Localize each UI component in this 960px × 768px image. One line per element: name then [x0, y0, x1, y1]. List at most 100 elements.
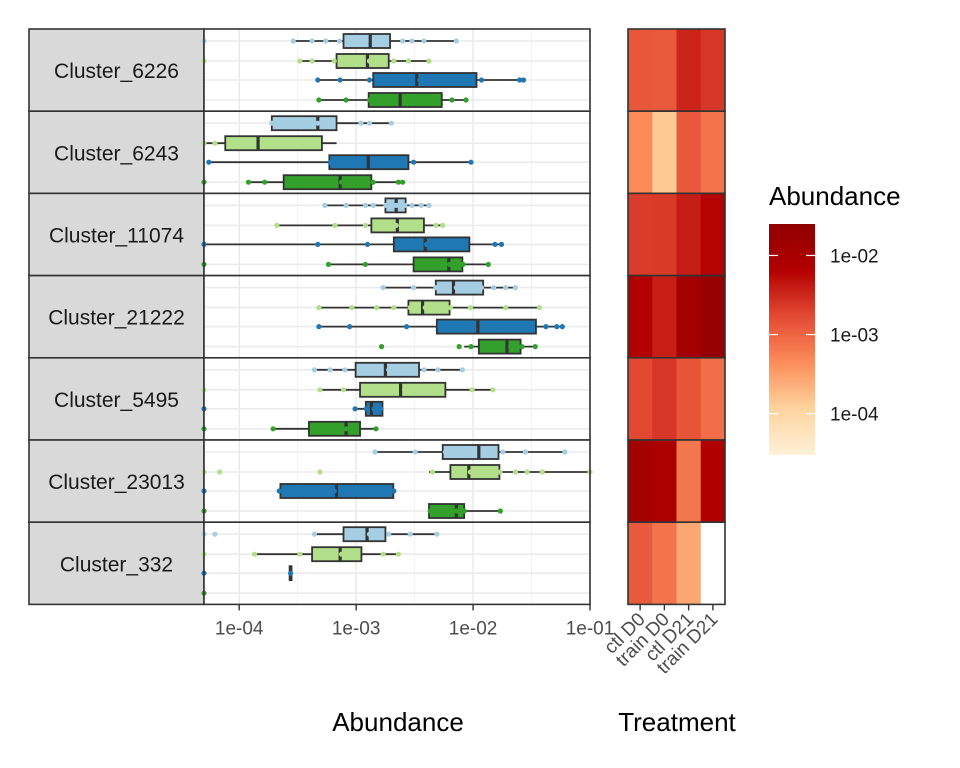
- data-point[interactable]: [407, 531, 413, 537]
- data-point[interactable]: [468, 159, 474, 165]
- data-point[interactable]: [362, 261, 368, 267]
- data-point[interactable]: [440, 222, 446, 228]
- data-point[interactable]: [405, 367, 412, 373]
- data-point[interactable]: [325, 261, 332, 267]
- data-point[interactable]: [434, 531, 440, 537]
- data-point[interactable]: [478, 285, 485, 291]
- data-point[interactable]: [315, 241, 321, 247]
- data-point[interactable]: [437, 324, 443, 330]
- data-point[interactable]: [362, 222, 368, 228]
- data-point[interactable]: [405, 77, 412, 83]
- heatmap-cell[interactable]: [676, 193, 702, 276]
- data-point[interactable]: [503, 305, 509, 311]
- data-point[interactable]: [477, 469, 483, 475]
- data-point[interactable]: [457, 77, 463, 83]
- box-iqr[interactable]: [335, 53, 390, 69]
- data-point[interactable]: [332, 222, 338, 228]
- data-point[interactable]: [410, 159, 417, 165]
- data-point[interactable]: [457, 449, 464, 455]
- data-point[interactable]: [342, 367, 348, 373]
- data-point[interactable]: [362, 38, 368, 44]
- data-point[interactable]: [433, 285, 439, 291]
- box-iqr[interactable]: [407, 299, 451, 316]
- data-point[interactable]: [497, 324, 503, 330]
- data-point[interactable]: [402, 202, 408, 208]
- heatmap-cell[interactable]: [652, 440, 677, 523]
- data-point[interactable]: [461, 324, 467, 330]
- data-point[interactable]: [454, 241, 460, 247]
- data-point[interactable]: [461, 508, 467, 514]
- data-point[interactable]: [427, 508, 433, 514]
- data-point[interactable]: [395, 241, 402, 247]
- heatmap-cell[interactable]: [628, 29, 653, 112]
- data-point[interactable]: [366, 120, 373, 126]
- data-point[interactable]: [309, 58, 315, 64]
- heatmap-cell[interactable]: [676, 522, 702, 605]
- data-point[interactable]: [524, 469, 530, 475]
- data-point[interactable]: [522, 449, 528, 455]
- heatmap-cell[interactable]: [652, 522, 677, 605]
- heatmap-cell[interactable]: [700, 440, 726, 523]
- data-point[interactable]: [393, 202, 399, 208]
- data-point[interactable]: [532, 344, 538, 350]
- data-point[interactable]: [349, 305, 355, 311]
- data-point[interactable]: [449, 97, 455, 103]
- data-point[interactable]: [520, 77, 527, 83]
- data-point[interactable]: [409, 38, 415, 44]
- data-point[interactable]: [366, 97, 373, 103]
- data-point[interactable]: [400, 38, 406, 44]
- data-point[interactable]: [217, 469, 223, 475]
- data-point[interactable]: [467, 285, 474, 291]
- data-point[interactable]: [562, 449, 568, 455]
- data-point[interactable]: [435, 97, 441, 103]
- data-point[interactable]: [315, 77, 321, 83]
- heatmap-cell[interactable]: [700, 111, 726, 194]
- data-point[interactable]: [358, 120, 364, 126]
- data-point[interactable]: [418, 202, 424, 208]
- data-point[interactable]: [352, 551, 358, 557]
- data-point[interactable]: [283, 120, 289, 126]
- data-point[interactable]: [516, 324, 523, 330]
- data-point[interactable]: [456, 344, 462, 350]
- data-point[interactable]: [397, 367, 404, 373]
- data-point[interactable]: [374, 367, 380, 373]
- data-point[interactable]: [386, 387, 392, 393]
- data-point[interactable]: [543, 324, 549, 330]
- data-point[interactable]: [297, 58, 303, 64]
- data-point[interactable]: [491, 285, 497, 291]
- data-point[interactable]: [421, 367, 427, 373]
- data-point[interactable]: [485, 344, 491, 350]
- data-point[interactable]: [370, 179, 376, 185]
- data-point[interactable]: [327, 367, 333, 373]
- data-point[interactable]: [417, 261, 423, 267]
- data-point[interactable]: [469, 387, 475, 393]
- box-iqr[interactable]: [282, 174, 373, 191]
- data-point[interactable]: [347, 324, 353, 330]
- data-point[interactable]: [512, 285, 518, 291]
- data-point[interactable]: [262, 140, 268, 146]
- heatmap-cell[interactable]: [676, 275, 702, 358]
- data-point[interactable]: [429, 469, 436, 475]
- heatmap-cell[interactable]: [676, 357, 702, 440]
- data-point[interactable]: [435, 367, 441, 373]
- data-point[interactable]: [378, 344, 385, 350]
- heatmap-cell[interactable]: [676, 111, 702, 194]
- heatmap-cell[interactable]: [652, 111, 677, 194]
- data-point[interactable]: [469, 449, 475, 455]
- data-point[interactable]: [536, 305, 543, 311]
- data-point[interactable]: [447, 261, 453, 267]
- data-point[interactable]: [386, 367, 392, 373]
- data-point[interactable]: [492, 241, 498, 247]
- data-point[interactable]: [423, 241, 430, 247]
- data-point[interactable]: [467, 469, 474, 475]
- heatmap-cell[interactable]: [628, 440, 653, 523]
- heatmap-cell[interactable]: [652, 357, 677, 440]
- data-point[interactable]: [316, 97, 322, 103]
- heatmap-cell[interactable]: [628, 111, 653, 194]
- heatmap-cell[interactable]: [700, 275, 726, 358]
- heatmap-cell[interactable]: [700, 357, 726, 440]
- data-point[interactable]: [251, 551, 258, 557]
- data-point[interactable]: [403, 324, 410, 330]
- box-iqr[interactable]: [392, 236, 471, 253]
- data-point[interactable]: [353, 38, 359, 44]
